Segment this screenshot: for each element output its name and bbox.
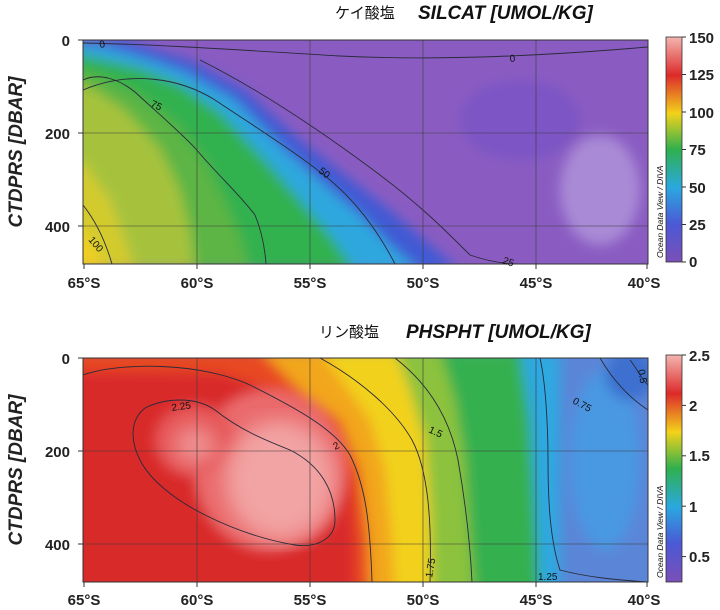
silcat-x-ticks bbox=[83, 264, 648, 269]
silcat-x-tick-label: 40°S bbox=[628, 275, 661, 292]
phspht-x-tick-label: 40°S bbox=[628, 592, 661, 609]
phspht-x-tick-label: 50°S bbox=[407, 592, 440, 609]
phspht-contour-label: 1.5 bbox=[427, 425, 445, 441]
silcat-x-tick-label: 50°S bbox=[407, 275, 440, 292]
silcat-title-jp: ケイ酸塩 bbox=[335, 4, 395, 22]
phspht-panel: リン酸塩 PHSPHT [UMOL/KG] bbox=[6, 322, 710, 609]
silcat-heatmap bbox=[83, 40, 648, 264]
phspht-colorbar-label: 1 bbox=[689, 499, 697, 516]
silcat-plot-frame bbox=[82, 39, 649, 265]
silcat-panel: ケイ酸塩 SILCAT [UMOL/KG] bbox=[6, 3, 714, 292]
silcat-contour-label: 75 bbox=[149, 99, 164, 114]
silcat-contour-label: 0 bbox=[99, 39, 107, 51]
phspht-y-axis-label: CTDPRS [DBAR] bbox=[6, 394, 27, 546]
silcat-colorbar-label: 50 bbox=[689, 180, 706, 197]
silcat-y-axis-label: CTDPRS [DBAR] bbox=[6, 76, 27, 228]
silcat-y-tick-label: 0 bbox=[62, 33, 70, 50]
phspht-y-tick-label: 0 bbox=[62, 351, 70, 368]
silcat-y-tick-label: 200 bbox=[45, 126, 70, 143]
phspht-colorbar bbox=[665, 354, 683, 583]
phspht-title: PHSPHT [UMOL/KG] bbox=[406, 322, 591, 343]
silcat-colorbar bbox=[665, 36, 683, 263]
silcat-title: SILCAT [UMOL/KG] bbox=[418, 3, 594, 24]
silcat-colorbar-label: 150 bbox=[689, 30, 714, 47]
phspht-contour-label: 1.75 bbox=[424, 557, 438, 579]
phspht-title-jp: リン酸塩 bbox=[319, 323, 379, 341]
silcat-x-tick-label: 65°S bbox=[68, 275, 101, 292]
silcat-x-tick-label: 55°S bbox=[294, 275, 327, 292]
phspht-x-tick-label: 45°S bbox=[520, 592, 553, 609]
silcat-watermark: Ocean Data View / DIVA bbox=[655, 165, 665, 258]
phspht-plot-frame bbox=[82, 357, 649, 583]
phspht-x-tick-label: 65°S bbox=[68, 592, 101, 609]
phspht-colorbar-label: 1.5 bbox=[689, 448, 710, 465]
phspht-grid bbox=[83, 358, 648, 582]
silcat-colorbar-label: 125 bbox=[689, 67, 714, 84]
silcat-colorbar-label: 25 bbox=[689, 217, 706, 234]
phspht-contour-label: 2.25 bbox=[171, 400, 192, 414]
silcat-colorbar-label: 75 bbox=[689, 142, 706, 159]
silcat-grid bbox=[83, 40, 648, 264]
phspht-x-tick-label: 55°S bbox=[294, 592, 327, 609]
phspht-contour-label: 1.25 bbox=[538, 572, 558, 583]
phspht-contour-label: 0.5 bbox=[635, 369, 648, 385]
silcat-y-tick-label: 400 bbox=[45, 219, 70, 236]
silcat-contour-label: 0 bbox=[509, 53, 516, 65]
phspht-colorbar-label: 2 bbox=[689, 398, 697, 415]
phspht-colorbar-label: 2.5 bbox=[689, 348, 710, 365]
phspht-colorbar-ticks bbox=[682, 354, 686, 558]
silcat-colorbar-ticks bbox=[682, 36, 686, 263]
phspht-y-ticks bbox=[78, 357, 83, 545]
phspht-heatmap bbox=[83, 358, 648, 582]
silcat-y-ticks bbox=[78, 39, 83, 227]
silcat-contour-label: 25 bbox=[501, 255, 516, 269]
silcat-contours bbox=[83, 42, 648, 264]
phspht-x-tick-label: 60°S bbox=[181, 592, 214, 609]
phspht-y-tick-label: 200 bbox=[45, 444, 70, 461]
phspht-y-tick-label: 400 bbox=[45, 537, 70, 554]
silcat-x-tick-label: 45°S bbox=[520, 275, 553, 292]
silcat-x-tick-label: 60°S bbox=[181, 275, 214, 292]
phspht-x-ticks bbox=[83, 582, 648, 587]
phspht-colorbar-label: 0.5 bbox=[689, 549, 710, 566]
phspht-contour-label: 2 bbox=[332, 440, 342, 453]
phspht-watermark: Ocean Data View / DIVA bbox=[655, 485, 665, 578]
silcat-colorbar-label: 100 bbox=[689, 105, 714, 122]
phspht-contour-labels: 2.25 2 1.5 1.75 1.25 0.75 0.5 bbox=[171, 369, 648, 583]
silcat-colorbar-label: 0 bbox=[689, 254, 697, 271]
